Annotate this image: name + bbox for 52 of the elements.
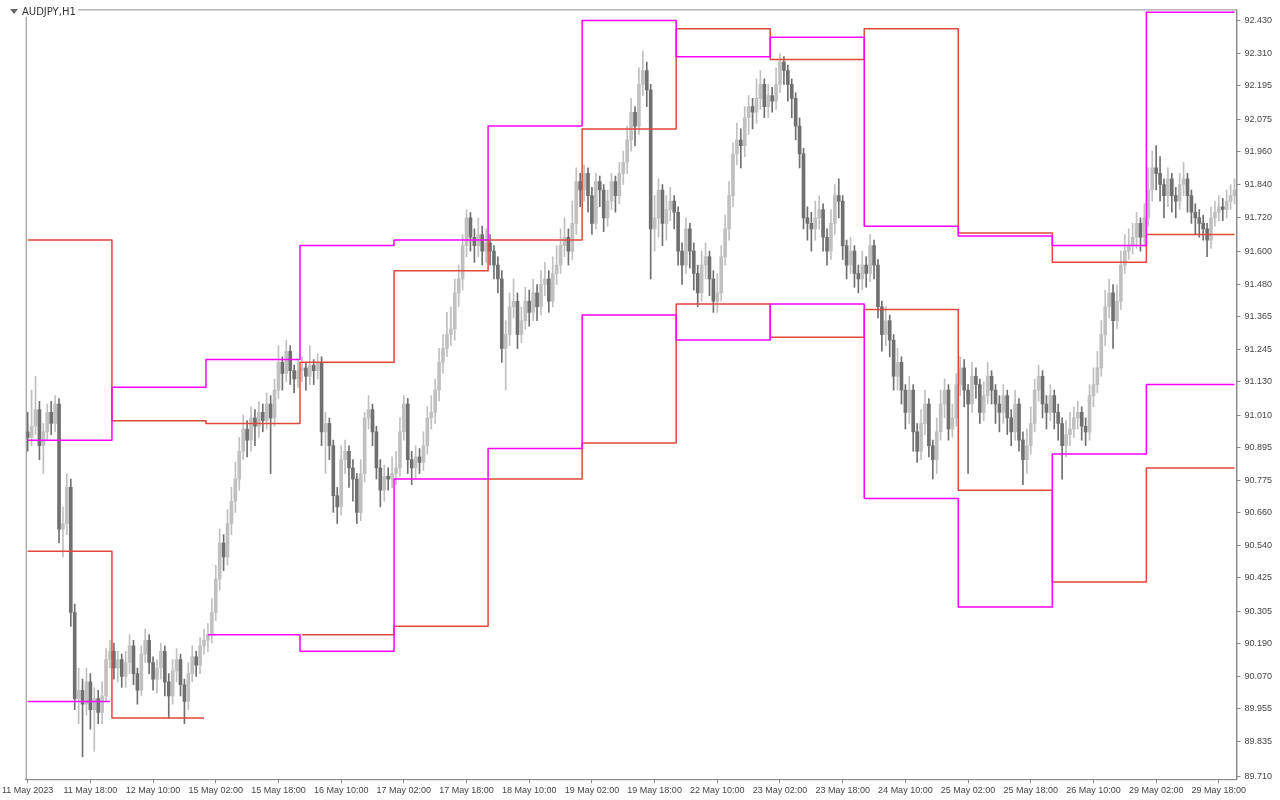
x-tick-label: 11 May 2023 <box>2 785 54 796</box>
y-tick-label: 90.660 <box>1244 506 1272 517</box>
x-tick-label: 29 May 18:00 <box>1191 785 1247 796</box>
x-tick-label: 25 May 18:00 <box>1003 785 1059 796</box>
y-tick-label: 91.480 <box>1244 279 1272 290</box>
candlestick <box>1220 198 1225 221</box>
x-tick-label: 24 May 10:00 <box>878 785 933 796</box>
y-tick-label: 91.245 <box>1244 344 1272 355</box>
x-tick-label: 15 May 02:00 <box>188 785 244 796</box>
y-tick-label: 92.310 <box>1244 48 1272 59</box>
x-tick-label: 11 May 18:00 <box>63 785 118 796</box>
x-tick-label: 16 May 10:00 <box>313 785 369 796</box>
y-tick-label: 90.070 <box>1244 670 1272 681</box>
x-tick-label: 23 May 02:00 <box>752 785 808 796</box>
x-tick-label: 22 May 10:00 <box>690 785 745 796</box>
y-tick-label: 89.710 <box>1244 770 1272 781</box>
y-tick-label: 91.840 <box>1244 178 1272 189</box>
y-tick-label: 90.305 <box>1244 605 1272 616</box>
chart-title: AUDJPY,H1 <box>22 6 76 17</box>
y-tick-label: 91.130 <box>1244 376 1272 387</box>
y-tick-label: 90.425 <box>1244 572 1272 583</box>
x-tick-label: 17 May 02:00 <box>376 785 432 796</box>
x-tick-label: 19 May 02:00 <box>564 785 620 796</box>
y-tick-label: 91.600 <box>1244 245 1272 256</box>
y-tick-label: 90.190 <box>1244 637 1272 648</box>
y-tick-label: 91.960 <box>1244 145 1272 156</box>
y-tick-label: 92.075 <box>1244 113 1272 124</box>
x-tick-label: 26 May 10:00 <box>1066 785 1121 796</box>
y-tick-label: 92.430 <box>1244 15 1272 25</box>
y-tick-label: 91.365 <box>1244 310 1272 321</box>
candlestick <box>25 412 30 452</box>
y-tick-label: 90.775 <box>1244 474 1272 485</box>
y-tick-label: 91.010 <box>1244 409 1272 420</box>
x-tick-label: 23 May 18:00 <box>815 785 870 796</box>
candlestick <box>253 409 257 447</box>
x-tick-label: 19 May 18:00 <box>627 785 682 796</box>
x-tick-label: 17 May 18:00 <box>439 785 494 796</box>
y-tick-label: 92.195 <box>1244 80 1272 91</box>
candlestick <box>92 687 97 752</box>
candlestick <box>738 128 743 169</box>
y-tick-label: 89.955 <box>1244 702 1272 713</box>
x-tick-label: 12 May 10:00 <box>125 785 181 796</box>
candlestick <box>770 86 774 113</box>
x-tick-label: 29 May 02:00 <box>1128 785 1184 796</box>
y-tick-label: 90.895 <box>1244 441 1272 452</box>
x-tick-label: 18 May 10:00 <box>501 785 557 796</box>
x-tick-label: 25 May 02:00 <box>940 785 996 796</box>
candlestick <box>386 467 390 491</box>
y-tick-label: 90.540 <box>1244 540 1272 551</box>
y-tick-label: 91.720 <box>1244 212 1272 223</box>
y-tick-label: 89.835 <box>1244 736 1272 747</box>
x-tick-label: 15 May 18:00 <box>251 785 306 796</box>
